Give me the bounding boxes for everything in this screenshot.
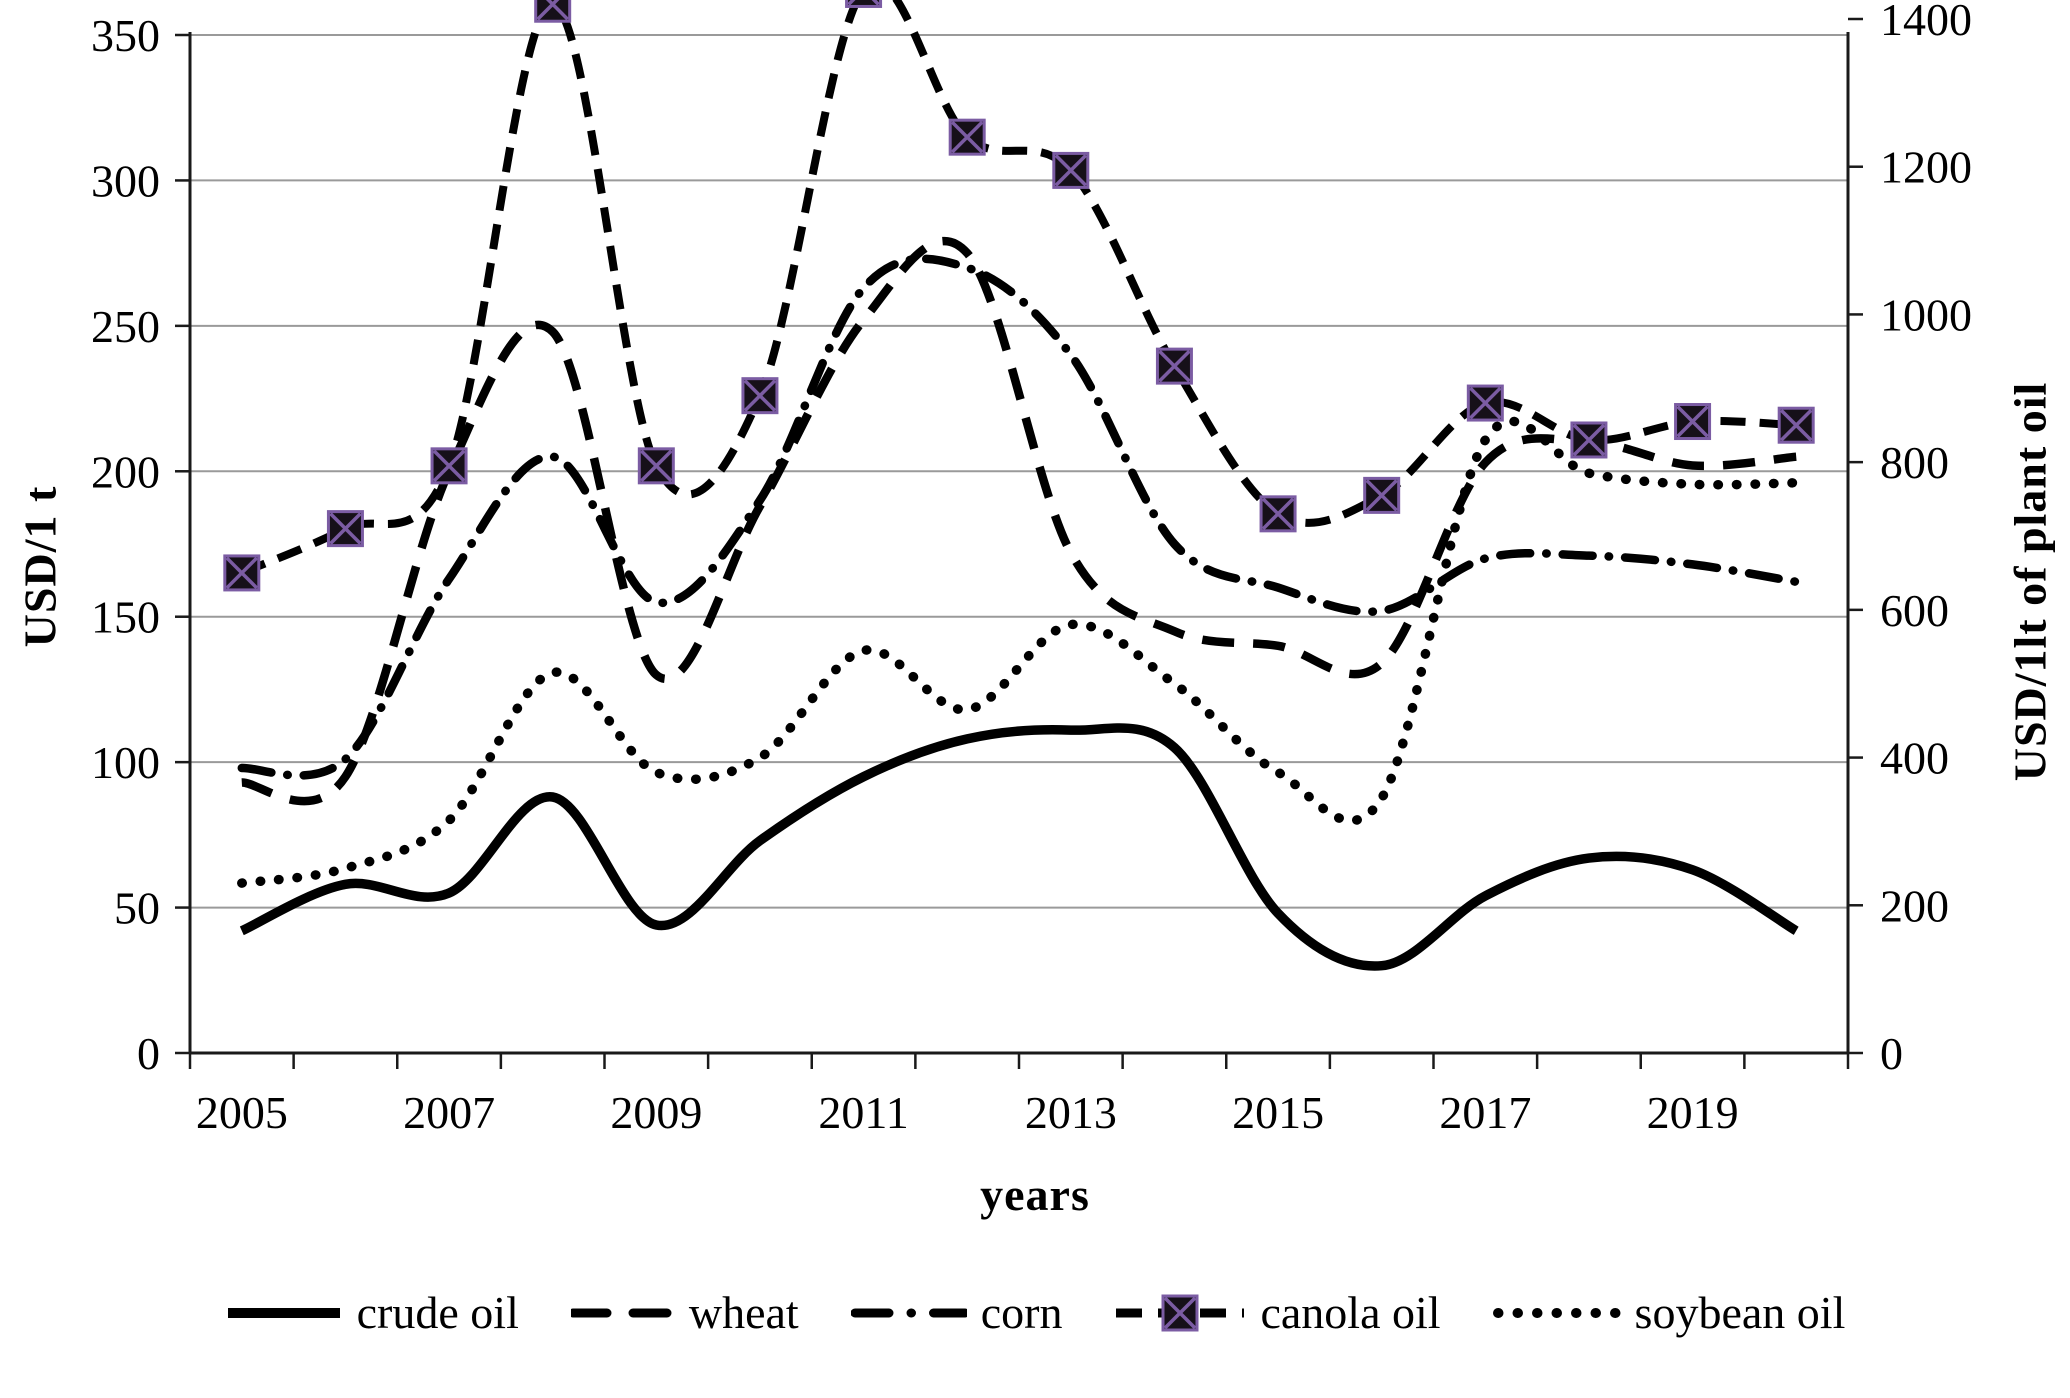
right-axis-tick-label: 600 (1880, 585, 1949, 636)
canola-marker-x (1572, 423, 1606, 457)
canola-marker-x (640, 449, 673, 483)
canola-marker-x (950, 120, 984, 154)
x-axis-tick-label: 2015 (1232, 1087, 1324, 1138)
series-line-corn (237, 254, 1801, 780)
x-axis-tick-label: 2009 (610, 1087, 702, 1138)
left-axis-title: USD/1 t (14, 485, 66, 648)
canola-marker-x (743, 379, 777, 412)
canola-marker-x (1469, 386, 1502, 420)
right-axis-tick-label: 200 (1880, 880, 1949, 931)
x-axis-tick-label: 2017 (1439, 1087, 1531, 1138)
x-axis-tick-label: 2007 (403, 1087, 495, 1138)
canola-marker-x (1676, 405, 1709, 438)
canola-marker-x (225, 556, 259, 590)
legend-label: soybean oil (1634, 1287, 1846, 1338)
series-line-crude-oil (239, 723, 1799, 971)
right-axis-tick-label: 800 (1880, 437, 1949, 488)
left-axis-tick-label: 200 (91, 446, 160, 497)
soybean-oil-line-sample-icon (1492, 1308, 1621, 1318)
canola-marker-x (1365, 479, 1398, 512)
legend-label: wheat (688, 1287, 799, 1338)
legend-label: corn (980, 1287, 1063, 1338)
canola-marker-x (1261, 497, 1295, 531)
corn-line-sample-icon (850, 1308, 967, 1318)
canola-marker-x (1054, 154, 1088, 187)
x-axis-tick-label: 2013 (1025, 1087, 1117, 1138)
series-line-soybean-oil (237, 416, 1801, 888)
legend-item-canola-oil: canola oil (1114, 1287, 1441, 1338)
right-axis-tick-label: 1000 (1880, 289, 1972, 340)
wheat-line-sample-icon (570, 1308, 675, 1318)
legend-item-corn: corn (850, 1287, 1063, 1338)
left-axis-tick-label: 150 (91, 592, 160, 643)
x-axis-title: years (980, 1169, 1090, 1220)
legend: crude oil wheat corn canola oil (0, 1290, 2070, 1336)
left-axis-tick-label: 350 (91, 10, 160, 61)
left-axis-tick-label: 300 (91, 155, 160, 206)
left-axis-tick-label: 250 (91, 301, 160, 352)
canola-marker-x (1779, 408, 1813, 442)
x-axis-tick-label: 2005 (196, 1087, 288, 1138)
canola-marker-x (1158, 349, 1191, 383)
legend-item-wheat: wheat (570, 1287, 799, 1338)
legend-label: canola oil (1260, 1287, 1441, 1338)
x-axis-tick-label: 2011 (818, 1087, 908, 1138)
series-line-canola-oil (240, 0, 1797, 577)
legend-label: crude oil (356, 1287, 519, 1338)
legend-item-crude-oil: crude oil (225, 1290, 519, 1336)
canola-marker-x (432, 449, 466, 483)
canola-marker (845, 0, 883, 8)
canola-marker-x (329, 512, 362, 545)
right-axis-tick-label: 400 (1880, 733, 1949, 784)
right-axis-title: USD/1lt of plant oil (2004, 381, 2056, 782)
x-axis-tick-label: 2019 (1647, 1087, 1739, 1138)
left-axis-tick-label: 0 (137, 1028, 160, 1079)
canola-marker-x (536, 0, 560, 21)
canola-marker (534, 0, 572, 23)
left-axis-tick-label: 100 (91, 737, 160, 788)
series-line-wheat (241, 236, 1797, 806)
right-axis-tick-label: 1400 (1880, 0, 1972, 45)
left-axis-tick-label: 50 (114, 883, 160, 934)
right-axis-tick-label: 1200 (1880, 142, 1972, 193)
right-axis-tick-label: 0 (1880, 1028, 1903, 1079)
crude-oil-line-sample-icon (227, 1308, 340, 1318)
canola-oil-line-sample-icon (1116, 1294, 1245, 1332)
legend-item-soybean-oil: soybean oil (1492, 1287, 1846, 1338)
